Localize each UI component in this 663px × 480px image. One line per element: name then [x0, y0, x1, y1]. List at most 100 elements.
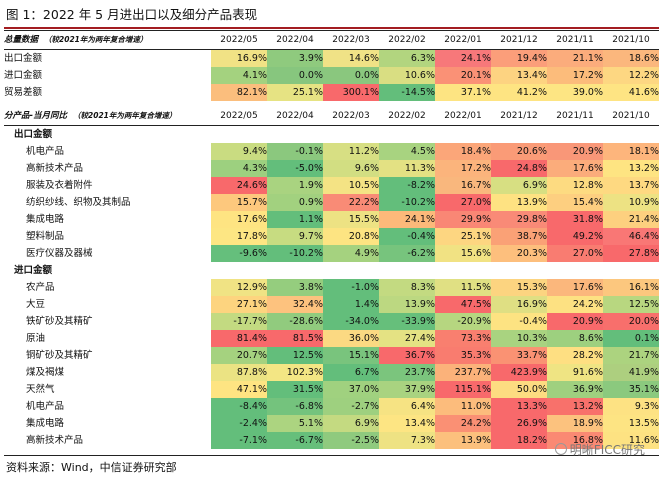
value-cell: 16.1% [603, 279, 659, 296]
value-cell: 13.2% [603, 160, 659, 177]
row-label: 铜矿砂及其精矿 [26, 350, 93, 361]
value-cell: 17.2% [547, 67, 603, 84]
column-header: 2022/02 [379, 30, 435, 50]
value-cell: -20.9% [435, 313, 491, 330]
footer-rule [4, 455, 659, 456]
value-cell: 24.6% [211, 177, 267, 194]
value-cell: 13.9% [379, 296, 435, 313]
value-cell: 24.1% [435, 49, 491, 67]
value-cell: -28.6% [267, 313, 323, 330]
row-label: 原油 [26, 333, 46, 344]
group-title-filler [211, 262, 659, 279]
value-cell: 18.6% [603, 49, 659, 67]
section-title: 分产品-当月同比 [4, 111, 68, 121]
value-cell: 11.5% [435, 279, 491, 296]
value-cell: 27.0% [435, 194, 491, 211]
value-cell: 23.7% [379, 364, 435, 381]
value-cell: 6.7% [323, 364, 379, 381]
row-label: 集成电路 [26, 214, 65, 225]
column-header: 2021/10 [603, 30, 659, 50]
value-cell: 13.2% [547, 398, 603, 415]
value-cell: -8.4% [211, 398, 267, 415]
value-cell: 31.8% [547, 211, 603, 228]
value-cell: 9.3% [603, 398, 659, 415]
value-cell: 13.7% [603, 177, 659, 194]
value-cell: 13.4% [379, 415, 435, 432]
value-cell: 31.5% [267, 381, 323, 398]
table-row: 农产品 12.9% 3.8% -1.0% 8.3% 11.5% 15.3% 17.6% 16.1… [4, 279, 659, 296]
row-label: 集成电路 [26, 418, 65, 429]
value-cell: 22.2% [323, 194, 379, 211]
source-note: 资料来源：Wind，中信证券研究部 [6, 461, 177, 474]
section-header-label: 总量数据 （较2021年为两年复合增速） [4, 30, 211, 50]
value-cell: 20.1% [435, 67, 491, 84]
value-cell: 9.6% [323, 160, 379, 177]
row-label: 机电产品 [26, 401, 65, 412]
value-cell: -9.6% [211, 245, 267, 262]
value-cell: 1.9% [267, 177, 323, 194]
value-cell: 25.1% [435, 228, 491, 245]
table-row: 服装及衣着附件 24.6% 1.9% 10.5% -8.2% 16.7% 6.9% 12.8%… [4, 177, 659, 194]
value-cell: 91.6% [547, 364, 603, 381]
value-cell: 300.1% [323, 84, 379, 101]
column-header: 2022/01 [435, 30, 491, 50]
value-cell: -0.1% [267, 143, 323, 160]
row-label: 纺织纱线、织物及其制品 [26, 197, 131, 208]
value-cell: 6.4% [379, 398, 435, 415]
value-cell: 21.1% [547, 49, 603, 67]
value-cell: 12.5% [603, 296, 659, 313]
value-cell: 16.9% [491, 296, 547, 313]
value-cell: 17.6% [547, 279, 603, 296]
value-cell: 15.4% [547, 194, 603, 211]
value-cell: 10.9% [603, 194, 659, 211]
value-cell: -0.4% [379, 228, 435, 245]
value-cell: 20.8% [323, 228, 379, 245]
title-rule [4, 27, 659, 29]
wechat-icon [554, 443, 567, 455]
value-cell: -2.5% [323, 432, 379, 449]
value-cell: 18.4% [435, 143, 491, 160]
data-table: 总量数据 （较2021年为两年复合增速） 2022/05 2022/04 2022/03… [4, 30, 659, 449]
value-cell: 36.0% [323, 330, 379, 347]
value-cell: 82.1% [211, 84, 267, 101]
table-row: 贸易差额 82.1% 25.1% 300.1% -14.5% 37.1% 41.2% 39.0… [4, 84, 659, 101]
value-cell: 21.4% [603, 211, 659, 228]
value-cell: 10.5% [323, 177, 379, 194]
value-cell: 9.7% [267, 228, 323, 245]
value-cell: 5.1% [267, 415, 323, 432]
table-row: 天然气 47.1% 31.5% 37.0% 37.9% 115.1% 50.0% 36.9% 3… [4, 381, 659, 398]
value-cell: -10.2% [379, 194, 435, 211]
value-cell: 24.2% [547, 296, 603, 313]
value-cell: 15.7% [211, 194, 267, 211]
value-cell: 4.1% [211, 67, 267, 84]
table-row: 铁矿砂及其精矿 -17.7% -28.6% -34.0% -33.9% -20.9% -0.… [4, 313, 659, 330]
value-cell: 17.8% [211, 228, 267, 245]
table-row: 机电产品 -8.4% -6.8% -2.7% 6.4% 11.0% 13.3% 13.2% 9.… [4, 398, 659, 415]
value-cell: 46.4% [603, 228, 659, 245]
value-cell: 35.3% [435, 347, 491, 364]
section-header-row: 总量数据 （较2021年为两年复合增速） 2022/05 2022/04 2022/03… [4, 30, 659, 50]
column-header: 2022/03 [323, 107, 379, 126]
figure-title: 图 1：2022 年 5 月进出口以及细分产品表现 [6, 7, 258, 22]
table-row: 煤及褐煤 87.8% 102.3% 6.7% 23.7% 237.7% 423.9% 91.6… [4, 364, 659, 381]
value-cell: 11.0% [435, 398, 491, 415]
value-cell: 4.9% [323, 245, 379, 262]
value-cell: 6.9% [323, 415, 379, 432]
value-cell: 20.7% [211, 347, 267, 364]
column-header: 2021/12 [491, 30, 547, 50]
value-cell: 35.1% [603, 381, 659, 398]
value-cell: 20.6% [491, 143, 547, 160]
value-cell: 4.5% [379, 143, 435, 160]
value-cell: 24.8% [491, 160, 547, 177]
value-cell: 47.5% [435, 296, 491, 313]
value-cell: 16.9% [211, 49, 267, 67]
value-cell: -10.2% [267, 245, 323, 262]
value-cell: 29.9% [435, 211, 491, 228]
value-cell: 38.7% [491, 228, 547, 245]
row-label: 铁矿砂及其精矿 [26, 316, 93, 327]
group-title: 进口金额 [14, 265, 53, 276]
watermark-text: 明晰FICC研究 [569, 443, 645, 457]
value-cell: 15.3% [491, 279, 547, 296]
value-cell: 11.6% [603, 432, 659, 449]
value-cell: 10.6% [379, 67, 435, 84]
